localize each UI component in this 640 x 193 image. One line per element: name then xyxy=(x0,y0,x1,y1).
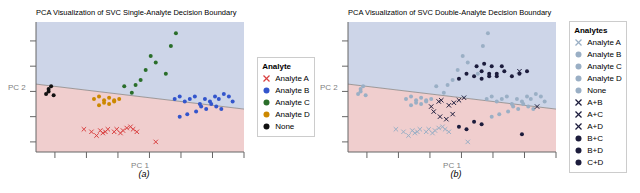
html-text:B+C: B+C xyxy=(587,133,603,143)
html-text:A+B: A+B xyxy=(587,97,603,107)
html-text:B+D: B+D xyxy=(587,145,603,155)
html-text:Analytes: Analytes xyxy=(574,25,608,35)
svg-text:PC 2: PC 2 xyxy=(8,83,26,92)
html-text:PCA Visualization of SVC Doubl: PCA Visualization of SVC Double-Analyte … xyxy=(348,8,552,17)
html-text:Analyte A: Analyte A xyxy=(275,73,309,83)
html-text:Analyte D: Analyte D xyxy=(587,73,622,83)
html-text:Analyte D: Analyte D xyxy=(275,109,310,119)
html-text:PCA Visualization of SVC Singl: PCA Visualization of SVC Single-Analyte … xyxy=(36,8,237,17)
svg-text:PC 1: PC 1 xyxy=(443,161,461,168)
html-text:Analyte B: Analyte B xyxy=(587,49,622,59)
html-text:(b): (b) xyxy=(450,169,462,179)
html-text:Analyte C: Analyte C xyxy=(587,61,622,71)
html-text:Analyte: Analyte xyxy=(262,61,292,71)
html-text:Analyte C: Analyte C xyxy=(275,97,310,107)
html-text:Analyte A: Analyte A xyxy=(587,37,621,47)
html-text:(a): (a) xyxy=(138,169,150,179)
html-text:C+D: C+D xyxy=(587,157,604,167)
html-text:Analyte B: Analyte B xyxy=(275,85,310,95)
html-text:A+D: A+D xyxy=(587,121,603,131)
html-text:None: None xyxy=(275,121,295,131)
html-text:None: None xyxy=(587,85,607,95)
html-text:A+C: A+C xyxy=(587,109,603,119)
svg-text:PC 2: PC 2 xyxy=(320,83,338,92)
svg-text:PC 1: PC 1 xyxy=(131,161,149,168)
